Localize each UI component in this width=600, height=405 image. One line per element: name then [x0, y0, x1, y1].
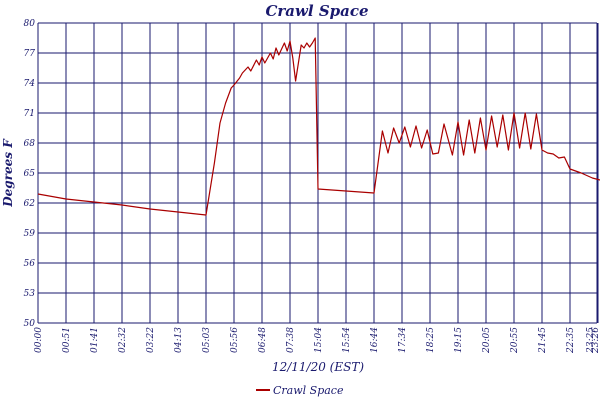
x-tick-label: 18:25 [426, 327, 436, 353]
y-tick-label: 77 [24, 49, 36, 59]
y-axis-label: Degrees F [1, 138, 15, 208]
x-tick-label: 16:44 [370, 327, 380, 353]
x-tick-label: 15:54 [342, 327, 352, 353]
x-tick-label: 00:51 [62, 327, 72, 353]
x-tick-label: 23:26 [591, 327, 600, 354]
x-axis-label: 12/11/20 (EST) [272, 360, 364, 374]
x-tick-label: 17:34 [398, 327, 408, 353]
x-tick-label: 02:32 [118, 327, 128, 353]
chart-title: Crawl Space [265, 2, 368, 20]
y-tick-label: 80 [24, 19, 36, 29]
y-tick-label: 62 [24, 199, 36, 209]
legend: Crawl Space [256, 384, 344, 397]
y-tick-label: 71 [24, 109, 35, 119]
y-tick-label: 56 [24, 259, 36, 269]
legend-label: Crawl Space [273, 384, 344, 397]
grid [37, 22, 599, 324]
x-tick-label: 06:48 [258, 327, 268, 353]
y-tick-label: 68 [24, 139, 36, 149]
x-tick-label: 22:35 [566, 327, 576, 354]
x-tick-label: 00:00 [34, 327, 44, 353]
y-tick-label: 53 [24, 289, 36, 299]
x-tick-labels: 00:00 00:51 01:41 02:32 03:22 04:13 05:03 05:56… [34, 327, 600, 354]
y-tick-label: 59 [24, 229, 36, 239]
x-tick-label: 05:56 [230, 327, 240, 353]
x-tick-label: 15:04 [314, 327, 324, 353]
x-tick-label: 03:22 [146, 327, 156, 353]
x-tick-label: 05:03 [202, 327, 212, 353]
y-tick-label: 65 [24, 169, 36, 179]
y-tick-label: 74 [24, 79, 36, 89]
x-tick-label: 23:25 [586, 327, 596, 354]
series-line [37, 37, 600, 216]
x-tick-label: 19:15 [454, 327, 464, 353]
y-tick-label: 50 [24, 319, 36, 329]
x-tick-label: 01:41 [90, 327, 100, 353]
x-tick-label: 04:13 [174, 327, 184, 353]
x-tick-label: 07:38 [286, 327, 296, 353]
y-tick-labels: 50 53 56 59 62 65 68 71 74 77 80 [24, 19, 36, 329]
x-tick-label: 21:45 [538, 327, 548, 354]
series-layer [37, 37, 600, 216]
x-tick-label: 20:55 [510, 327, 520, 354]
x-tick-label: 20:05 [482, 327, 492, 354]
